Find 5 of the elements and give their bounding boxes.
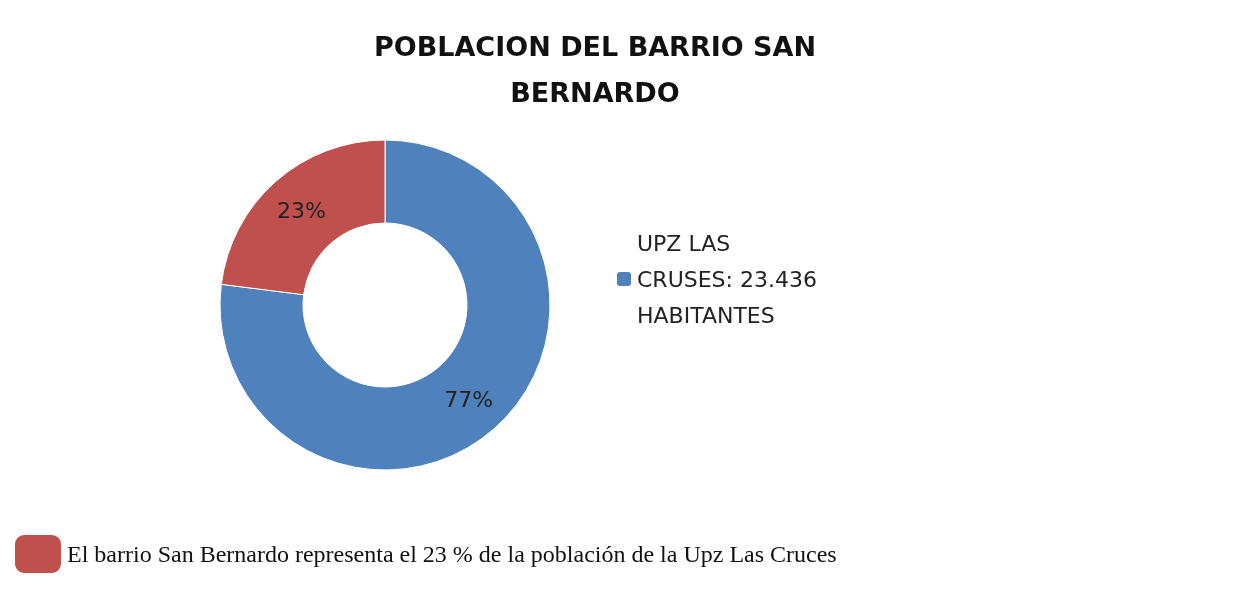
data-label: 23% [276, 197, 326, 223]
legend-label: El barrio San Bernardo representa el 23 % de la población de la Upz Las Cruces [67, 541, 837, 567]
data-label: 77% [444, 387, 494, 413]
chart-title: POBLACION DEL BARRIO SAN BERNARDO [373, 30, 817, 108]
legend-label: UPZ LAS CRUSES: 23.436 HABITANTES [637, 230, 817, 328]
